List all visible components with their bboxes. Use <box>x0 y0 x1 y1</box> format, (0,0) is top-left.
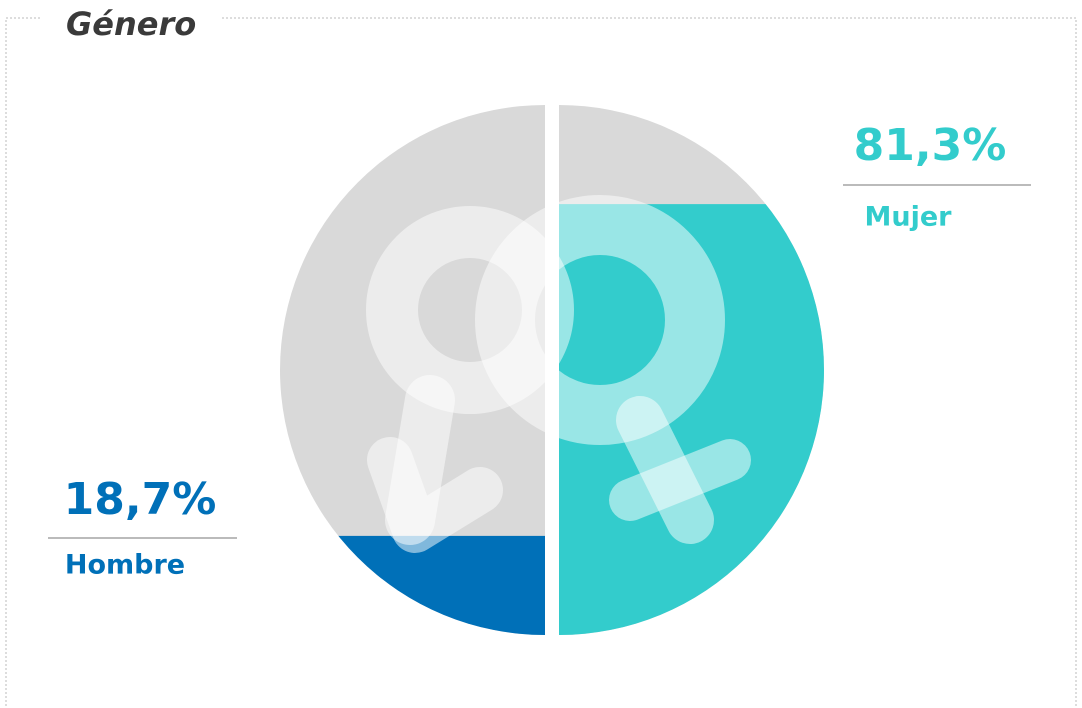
gender-icons <box>366 195 751 553</box>
chart-title: Género <box>66 5 196 43</box>
title-background <box>40 0 220 40</box>
male-ring <box>366 206 574 414</box>
value-label: 18,7% <box>64 474 217 525</box>
female-cross <box>609 439 751 521</box>
male-arrow-head <box>367 437 503 553</box>
frame <box>5 17 1077 708</box>
female-ring <box>475 195 725 445</box>
value-label: 81,3% <box>854 120 1007 171</box>
category-label: Mujer <box>865 202 953 233</box>
category-label: Hombre <box>65 550 185 581</box>
